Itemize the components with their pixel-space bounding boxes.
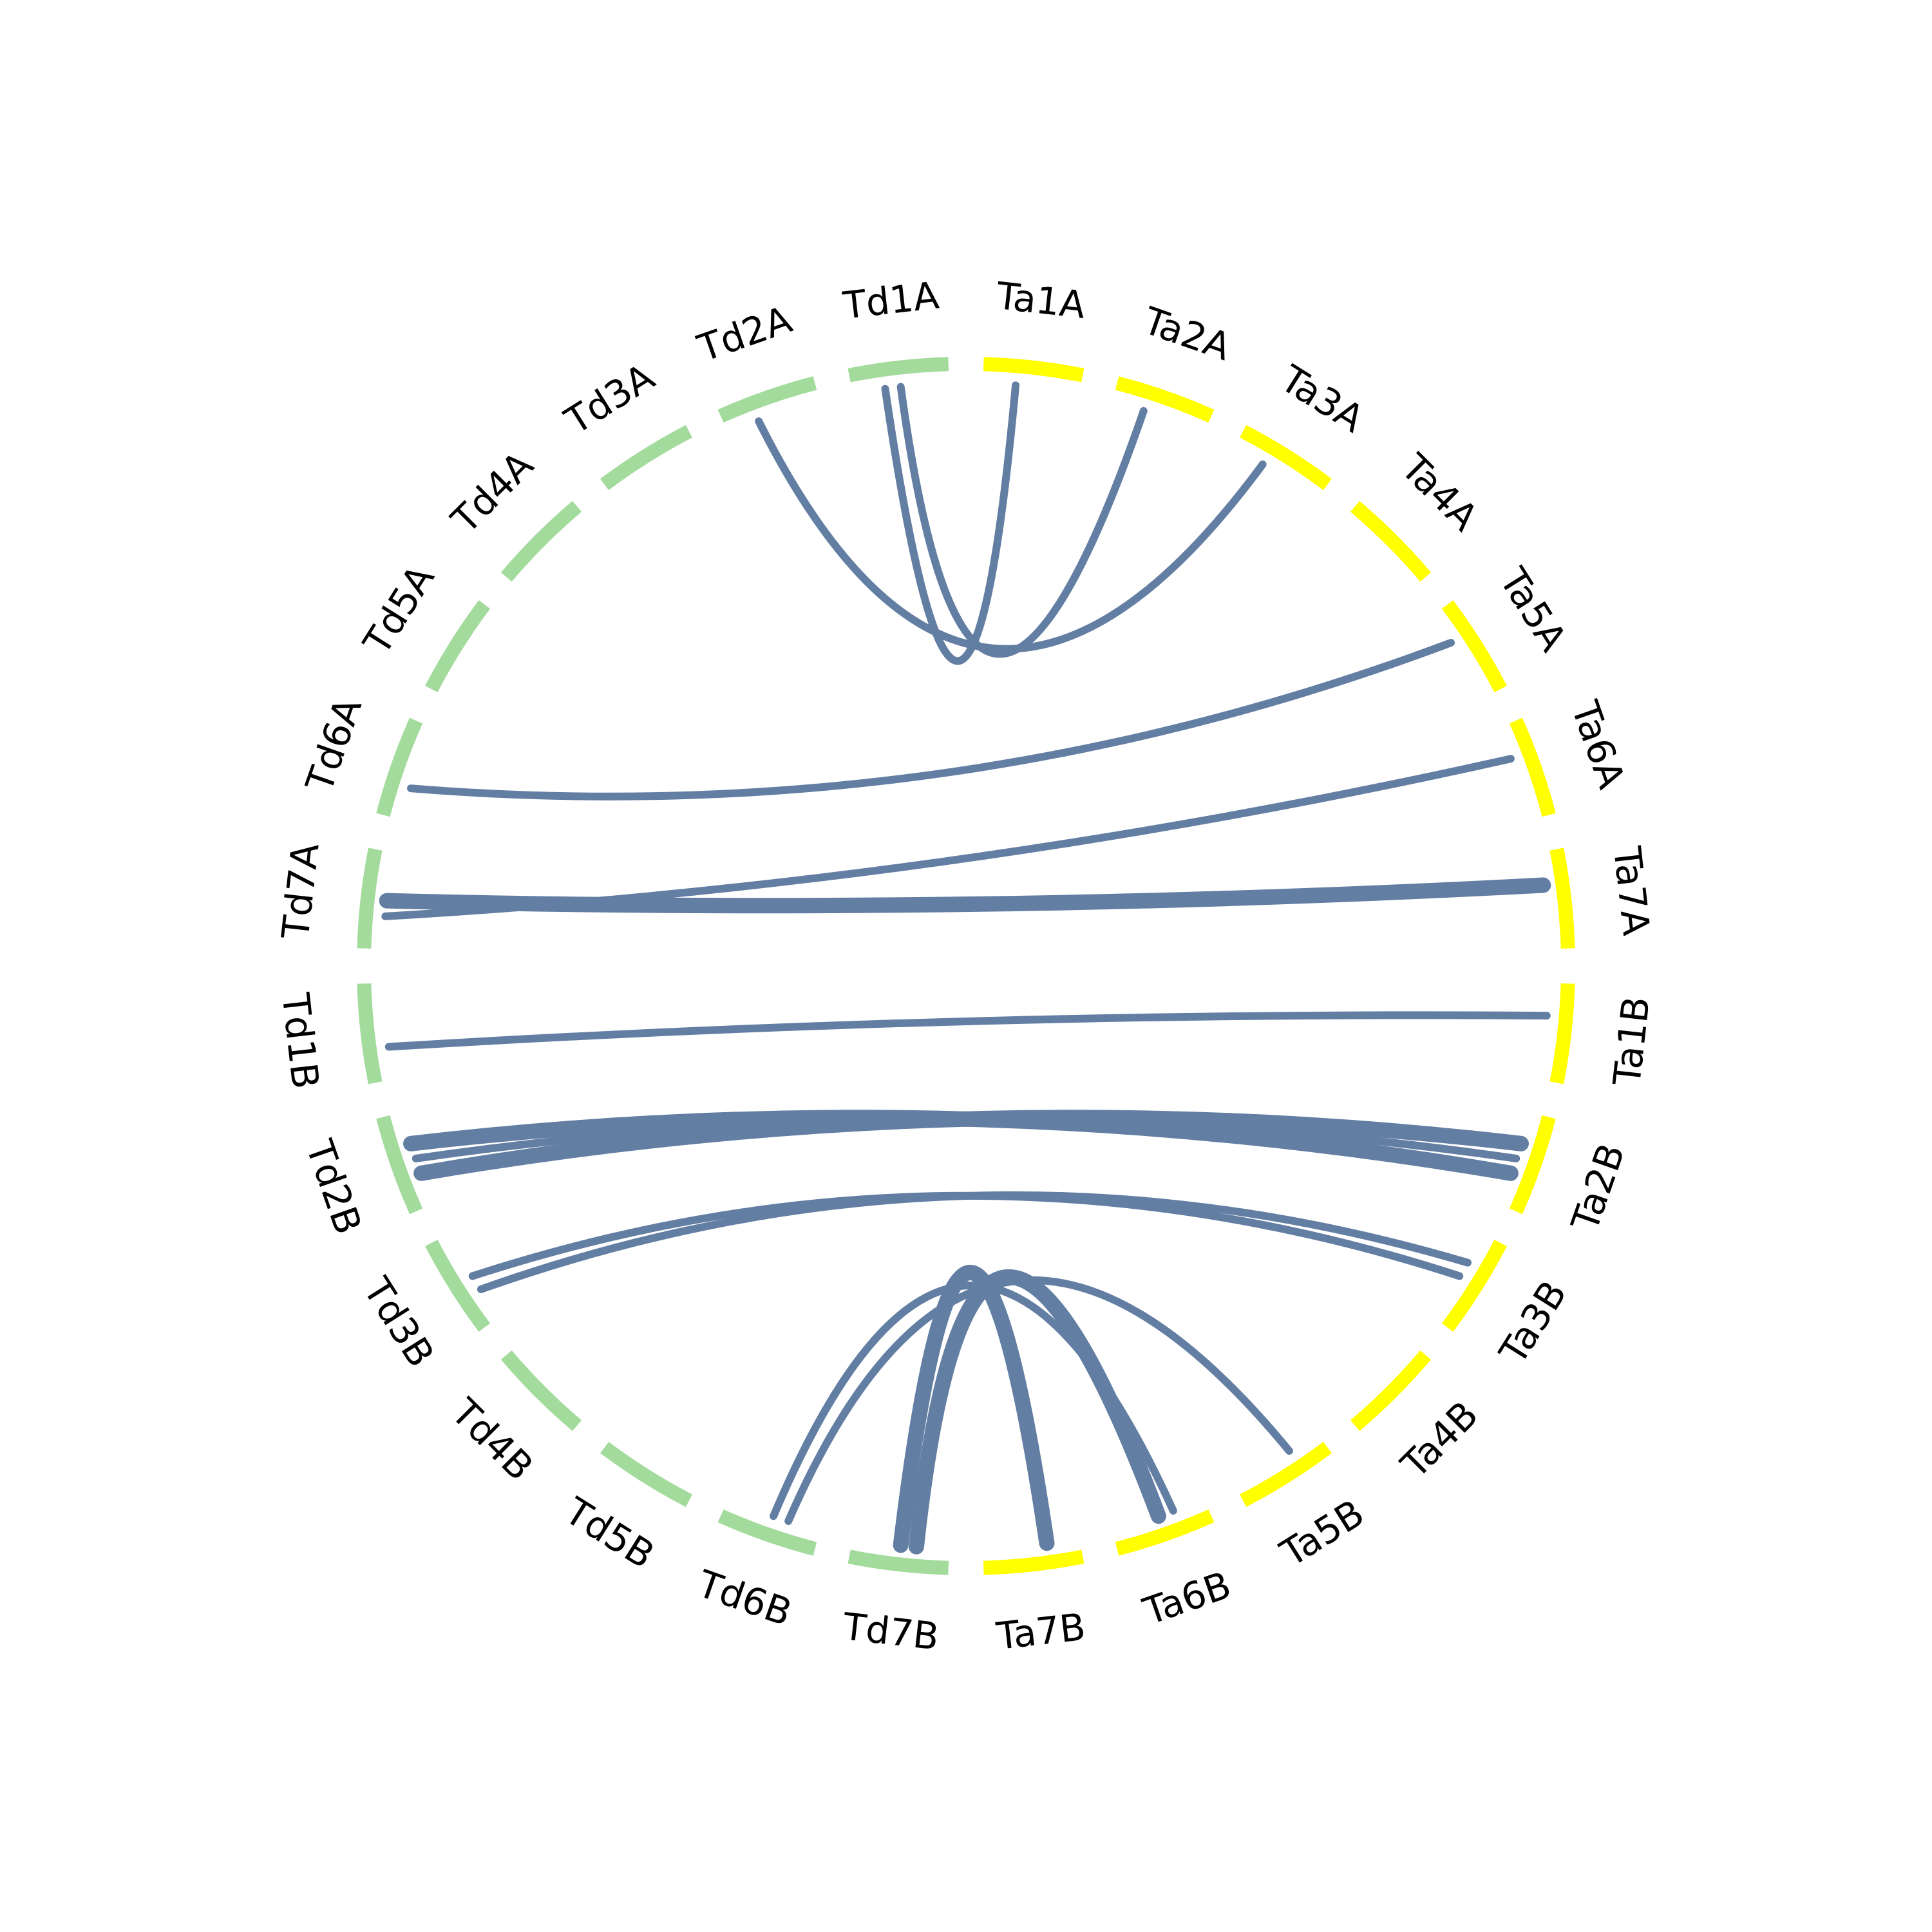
segment-label-ta1b: Ta1B (1605, 994, 1658, 1088)
segment-ta6b (1115, 1509, 1215, 1556)
segment-td6a (376, 717, 423, 817)
segment-ta4a (1350, 500, 1432, 582)
segment-label-ta4a: Ta4A (1392, 445, 1487, 540)
segment-td4a (500, 500, 582, 582)
segment-label-td3b: Td3B (354, 1269, 442, 1374)
segment-td3a (600, 425, 692, 491)
link-td6a-ta5a (407, 639, 1455, 800)
segment-label-td6b: Td6B (692, 1562, 797, 1635)
segment-td3b (425, 1240, 491, 1332)
segment-ta1a (983, 357, 1084, 383)
segments-layer (357, 357, 1575, 1575)
segment-label-ta2a: Ta2A (1137, 298, 1236, 369)
segment-label-ta7a: Ta7A (1605, 844, 1658, 938)
segment-td5b (600, 1441, 692, 1507)
segment-ta3b (1441, 1240, 1507, 1332)
segment-td7b (848, 1549, 949, 1575)
segment-label-ta7b: Ta7B (994, 1605, 1088, 1658)
link-td2b-ta2b (403, 1110, 1519, 1181)
segment-ta2a (1115, 376, 1215, 423)
segment-label-td2a: Td2A (692, 298, 797, 371)
segment-ta1b (1549, 983, 1575, 1084)
link-td7a-ta7a (379, 877, 1551, 914)
segment-label-td1a: Td1A (840, 273, 942, 327)
segment-ta2b (1509, 1115, 1556, 1215)
link-td3b-ta3b (468, 1191, 1464, 1280)
segment-ta7b (983, 1549, 1084, 1575)
link-td1b-ta1b (384, 1011, 1551, 1051)
segment-label-td5a: Td5A (354, 557, 442, 662)
segment-label-td4a: Td4A (442, 443, 542, 542)
segment-ta5b (1240, 1441, 1332, 1507)
segment-ta3a (1240, 425, 1332, 491)
segment-ta4b (1350, 1350, 1432, 1432)
segment-label-ta3b: Ta3B (1491, 1273, 1576, 1372)
links-layer (379, 381, 1551, 1555)
segment-label-ta4b: Ta4B (1392, 1393, 1486, 1487)
segment-ta7a (1549, 848, 1575, 949)
segment-label-td1b: Td1B (273, 990, 327, 1092)
link-td7b-ta7b (893, 1265, 1055, 1553)
segment-td4b (500, 1350, 582, 1432)
segment-label-td6a: Td6A (297, 692, 370, 798)
segment-ta5a (1441, 600, 1507, 692)
segment-label-ta1a: Ta1A (994, 274, 1088, 327)
segment-td7a (357, 848, 383, 949)
segment-label-td4b: Td4B (442, 1390, 542, 1489)
segment-td5a (425, 600, 491, 692)
link-td1a-ta1a (881, 381, 1020, 665)
link-td2a-ta3a (755, 417, 1267, 653)
segment-td1a (848, 357, 949, 383)
segment-td1b (357, 983, 383, 1084)
segment-label-ta2b: Ta2B (1562, 1138, 1633, 1237)
link-td7b-ta6b (908, 1269, 1166, 1555)
segment-label-ta5b: Ta5B (1273, 1491, 1372, 1576)
segment-label-td2b: Td2B (297, 1134, 370, 1240)
segment-label-ta6b: Ta6B (1137, 1563, 1236, 1634)
segment-label-ta3a: Ta3A (1273, 356, 1372, 441)
segment-td2b (376, 1115, 423, 1215)
segment-label-ta5a: Ta5A (1491, 560, 1576, 659)
segment-label-td5b: Td5B (557, 1489, 662, 1577)
segment-label-td7a: Td7A (273, 840, 327, 942)
segment-label-ta6a: Ta6A (1562, 695, 1633, 794)
segment-label-td3a: Td3A (557, 355, 662, 443)
segment-td2a (717, 376, 817, 423)
segment-ta6a (1509, 717, 1556, 817)
segment-td6b (717, 1509, 817, 1556)
segment-label-td7b: Td7B (840, 1604, 942, 1658)
link-td1a-ta2a (896, 383, 1148, 658)
